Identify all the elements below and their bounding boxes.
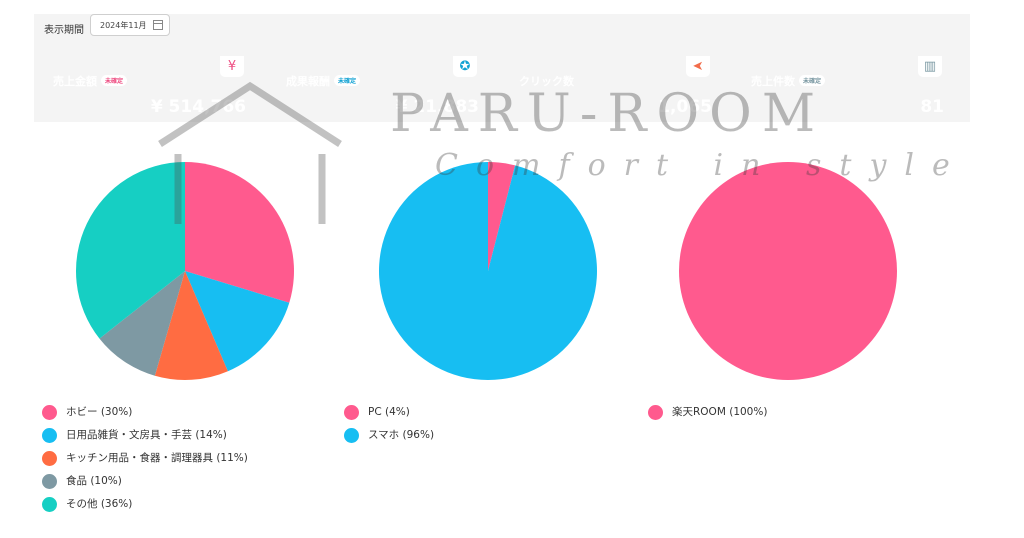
unconfirmed-badge: 未確定: [101, 75, 128, 86]
yen-icon: ¥: [220, 56, 244, 77]
legend-item[interactable]: スマホ (96%): [344, 427, 434, 450]
legend-item[interactable]: 楽天ROOM (100%): [648, 404, 767, 427]
unconfirmed-badge: 未確定: [799, 75, 826, 86]
legend-label: 楽天ROOM (100%): [672, 406, 768, 418]
legend-label: ホビー (30%): [66, 406, 133, 418]
unconfirmed-badge: 未確定: [334, 75, 361, 86]
legend-item[interactable]: キッチン用品・食器・調理器具 (11%): [42, 450, 248, 473]
card-value: 81: [920, 97, 944, 117]
card-value: 1,065: [658, 97, 712, 117]
period-value: 2024年11月: [100, 21, 147, 30]
card-title: クリック数: [519, 75, 574, 88]
calendar-icon[interactable]: [153, 20, 163, 30]
legend-swatch: [42, 497, 57, 512]
device-pie-chart: [379, 162, 597, 381]
legend-swatch: [42, 405, 57, 420]
summary-background: [34, 14, 970, 122]
channel-pie-chart: [679, 162, 897, 380]
legend-label: キッチン用品・食器・調理器具 (11%): [66, 452, 248, 464]
legend-label: 日用品雑貨・文房具・手芸 (14%): [66, 429, 227, 441]
pie-slice-1[interactable]: [679, 162, 897, 380]
sales-amount-card: 売上金額 未確定 ¥ 514,766 ¥: [42, 56, 260, 122]
pie-slice-2[interactable]: [185, 271, 290, 372]
card-value: ¥ 21,883: [395, 97, 479, 117]
cursor-icon: ➤: [686, 56, 710, 77]
legend-label: その他 (36%): [66, 498, 133, 510]
legend-swatch: [344, 428, 359, 443]
category-pie-chart: [76, 162, 294, 380]
pie-slice-4[interactable]: [99, 271, 185, 376]
pie-slice-5[interactable]: [76, 162, 185, 339]
card-title: 成果報酬: [286, 75, 330, 88]
legend-swatch: [42, 474, 57, 489]
award-icon: ✪: [453, 56, 477, 77]
pie-slice-2[interactable]: [379, 162, 597, 381]
legend-item[interactable]: PC (4%): [344, 404, 434, 427]
legend-swatch: [648, 405, 663, 420]
sales-count-card: 売上件数 未確定 81 ▥: [740, 56, 958, 122]
legend-swatch: [42, 428, 57, 443]
pie-slice-1[interactable]: [185, 162, 294, 303]
card-title: 売上金額: [53, 75, 97, 88]
legend-item[interactable]: その他 (36%): [42, 496, 248, 519]
channel-legend: 楽天ROOM (100%): [648, 404, 767, 427]
period-selector[interactable]: 2024年11月: [90, 14, 170, 36]
legend-label: PC (4%): [368, 406, 410, 418]
legend-item[interactable]: ホビー (30%): [42, 404, 248, 427]
clicks-card: クリック数 1,065 ➤: [508, 56, 726, 122]
card-title: 売上件数: [751, 75, 795, 88]
category-legend: ホビー (30%) 日用品雑貨・文房具・手芸 (14%) キッチン用品・食器・調理器…: [42, 404, 248, 519]
pie-slice-3[interactable]: [154, 271, 228, 380]
period-label: 表示期間: [44, 25, 84, 36]
legend-swatch: [344, 405, 359, 420]
commission-card: 成果報酬 未確定 ¥ 21,883 ✪: [275, 56, 493, 122]
legend-swatch: [42, 451, 57, 466]
legend-label: 食品 (10%): [66, 475, 122, 487]
legend-label: スマホ (96%): [368, 429, 435, 441]
legend-item[interactable]: 日用品雑貨・文房具・手芸 (14%): [42, 427, 248, 450]
pie-slice-1[interactable]: [488, 162, 516, 271]
box-icon: ▥: [918, 56, 942, 77]
legend-item[interactable]: 食品 (10%): [42, 473, 248, 496]
device-legend: PC (4%) スマホ (96%): [344, 404, 434, 450]
card-value: ¥ 514,766: [150, 97, 246, 117]
